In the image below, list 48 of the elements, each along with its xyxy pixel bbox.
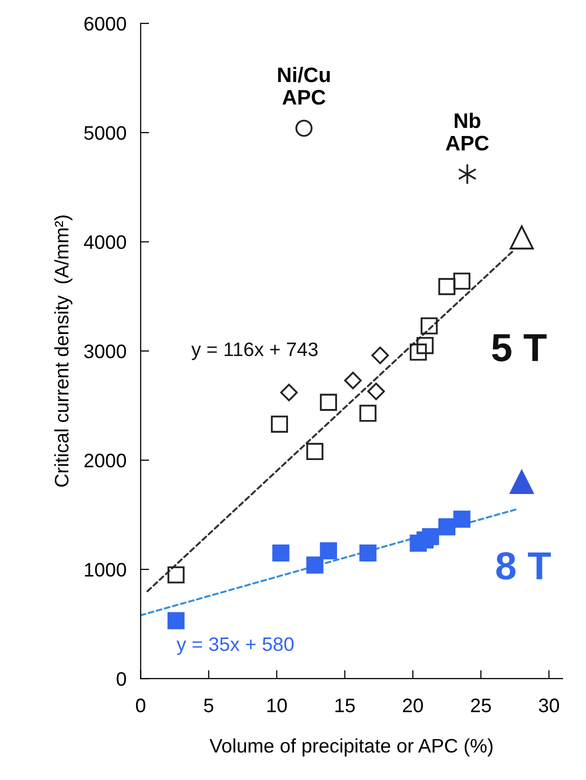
point <box>422 528 440 546</box>
y-tick-label: 6000 <box>84 16 126 31</box>
point <box>306 556 324 574</box>
y-tick-label: 2000 <box>84 454 126 468</box>
point <box>367 382 385 400</box>
x-tick-label: 15 <box>335 698 355 712</box>
x-axis-title: Volume of precipitate or APC (%) <box>210 738 493 757</box>
point <box>270 416 288 433</box>
point <box>167 566 185 584</box>
point <box>295 120 313 137</box>
point <box>453 272 470 290</box>
y-tick-label: 4000 <box>84 235 126 250</box>
point <box>306 442 324 460</box>
point <box>420 317 438 334</box>
point <box>416 336 434 354</box>
point <box>359 404 376 422</box>
point <box>371 346 389 364</box>
point <box>280 384 298 402</box>
annotation: y = 116x + 743 <box>191 342 318 360</box>
y-tick-label: 5000 <box>84 126 126 140</box>
point <box>320 394 338 411</box>
point <box>167 612 185 630</box>
point <box>344 372 362 390</box>
x-tick-label: 30 <box>538 698 560 712</box>
annotation: Ni/Cu APC <box>278 66 330 105</box>
point <box>510 225 534 250</box>
x-tick-label: 0 <box>136 698 146 712</box>
point <box>410 344 427 361</box>
x-tick-label: 20 <box>403 698 423 712</box>
point <box>320 542 338 560</box>
x-tick-label: 25 <box>471 698 491 712</box>
y-axis-title: Critical current density (A/mm²) <box>54 216 72 487</box>
point <box>438 518 456 536</box>
point <box>438 278 456 296</box>
annotation: 8 T <box>496 552 551 580</box>
annotation: 5 T <box>492 334 547 362</box>
point <box>510 470 534 494</box>
y-tick-label: 1000 <box>84 562 126 577</box>
x-tick-label: 10 <box>267 698 287 712</box>
point <box>272 544 290 562</box>
y-tick-label: 3000 <box>84 344 126 358</box>
point <box>453 510 470 528</box>
x-tick-label: 5 <box>204 698 214 712</box>
annotation: y = 35x + 580 <box>176 637 294 655</box>
point <box>458 163 477 185</box>
annotation: Nb APC <box>446 112 489 151</box>
y-tick-label: 0 <box>116 672 126 686</box>
point <box>359 544 376 562</box>
